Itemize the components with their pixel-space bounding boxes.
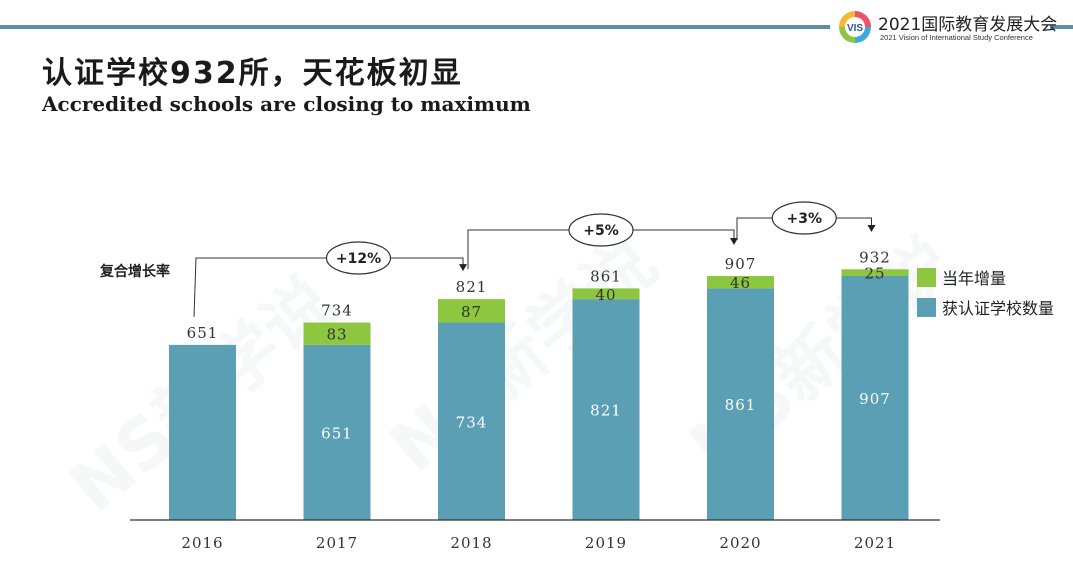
base-label-2018: 734 <box>456 413 488 431</box>
increment-label-2021: 25 <box>864 265 885 283</box>
x-tick-2017: 2017 <box>316 534 358 552</box>
growth-bubble-1 <box>568 213 634 247</box>
increment-label-2018: 87 <box>461 303 482 321</box>
bar-base-2018 <box>438 322 505 520</box>
total-label-2020: 907 <box>725 255 757 273</box>
page-title: 认证学校932所，天花板初显 <box>42 56 463 91</box>
legend-label-base: 获认证学校数量 <box>942 299 1054 318</box>
total-label-2017: 734 <box>321 302 353 320</box>
header-rule <box>0 25 830 29</box>
x-tick-2018: 2018 <box>450 534 492 552</box>
x-tick-2020: 2020 <box>719 534 761 552</box>
legend-label-increment: 当年增量 <box>942 269 1006 288</box>
bar-base-2017 <box>303 344 371 520</box>
growth-bubble-0 <box>325 241 392 275</box>
vis-logo: VIS <box>839 11 871 43</box>
base-label-2017: 651 <box>321 424 353 442</box>
growth-bubble-2 <box>771 201 837 235</box>
total-label-2019: 861 <box>590 267 622 285</box>
logo-text: VIS <box>847 23 863 34</box>
bar-base-2019 <box>572 299 640 520</box>
x-tick-2016: 2016 <box>181 534 223 552</box>
base-label-2019: 821 <box>590 402 622 420</box>
base-label-2020: 861 <box>725 396 757 414</box>
bar-increment-2021 <box>841 269 909 276</box>
bar-base-2016 <box>169 344 236 520</box>
arrow-head <box>459 264 467 272</box>
increment-label-2019: 40 <box>595 286 616 304</box>
total-label-2018: 821 <box>456 278 488 296</box>
bar-base-2021 <box>841 276 909 520</box>
conference-subtitle: 2021 Vision of International Study Confe… <box>880 33 1033 42</box>
cagr-label: 复合增长率 <box>99 263 170 280</box>
legend-swatch-increment <box>917 268 936 287</box>
x-tick-2021: 2021 <box>854 534 896 552</box>
growth-label-1: +5% <box>583 223 619 239</box>
header-rule-right <box>1050 25 1073 29</box>
arrow-head <box>867 225 876 232</box>
total-label-2016: 651 <box>187 324 219 342</box>
bar-increment-2017 <box>303 322 371 345</box>
base-label-2021: 907 <box>859 390 891 408</box>
bar-base-2020 <box>707 288 774 520</box>
increment-label-2017: 83 <box>326 326 347 344</box>
arrow-head <box>730 238 738 245</box>
bar-increment-2018 <box>438 299 505 323</box>
growth-label-2: +3% <box>787 211 823 227</box>
bar-increment-2019 <box>572 288 640 300</box>
growth-label-0: +12% <box>336 251 381 267</box>
bar-increment-2020 <box>707 276 774 289</box>
total-label-2021: 932 <box>859 248 891 266</box>
increment-label-2020: 46 <box>730 274 751 292</box>
page-subtitle: Accredited schools are closing to maximu… <box>42 92 531 116</box>
conference-title: 2021国际教育发展大会 <box>878 15 1058 35</box>
legend-swatch-base <box>917 298 936 317</box>
x-tick-2019: 2019 <box>585 534 627 552</box>
